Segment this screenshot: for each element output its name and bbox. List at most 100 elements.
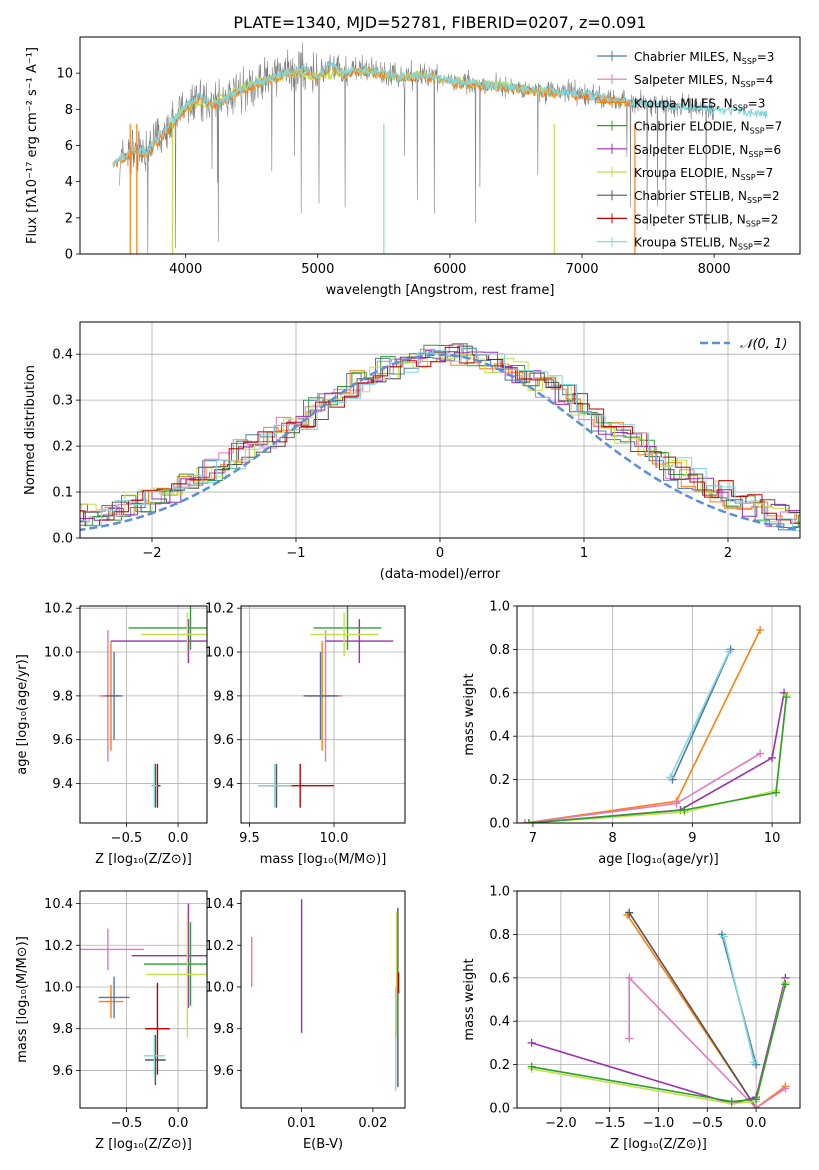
- weight-line-chabrier-elodie: [531, 984, 787, 1103]
- y-tick-label: 10.0: [44, 646, 73, 661]
- weight-marker: [520, 819, 529, 823]
- legend-entry: Kroupa STELIB, NSSP=2: [634, 236, 771, 252]
- weight-marker: [725, 647, 734, 656]
- axes-frame: [79, 321, 801, 539]
- x-tick-label: −2.0: [545, 1116, 577, 1131]
- x-tick-label: 8: [609, 831, 617, 846]
- x-tick-label: 5000: [301, 262, 334, 277]
- errorbar-point: [128, 606, 207, 650]
- weight-marker: [719, 932, 728, 941]
- y-axis-label: Flux [fλ10⁻¹⁷ erg cm⁻² s⁻¹ A⁻¹]: [25, 47, 40, 244]
- errorbar-point: [98, 984, 124, 1019]
- weight-line-kroupa-stelib: [723, 936, 755, 1063]
- legend-count: =6: [763, 143, 781, 157]
- y-tick-label: 0.6: [489, 686, 510, 701]
- x-tick-label: 7000: [565, 262, 598, 277]
- legend-subscript: SSP: [746, 219, 761, 228]
- y-tick-label: 0.2: [52, 440, 73, 455]
- weight-marker: [727, 1097, 736, 1106]
- x-tick-label: 0: [436, 546, 444, 561]
- panel-age-vs-mass: 9.5 10.0 9.4 9.6 9.8 10.0 10.2 mass [log₁₀(M/M⊙…: [205, 602, 406, 867]
- model-line-kroupa-miles: [112, 62, 635, 168]
- y-tick-label: 0.8: [489, 643, 510, 658]
- errorbar-point: [303, 652, 338, 740]
- axes-frame: [516, 605, 801, 824]
- x-tick-label: −0.5: [111, 831, 143, 846]
- y-tick-label: 9.8: [213, 1022, 234, 1037]
- weight-line-salpeter-miles: [628, 975, 786, 1108]
- errorbar-point: [146, 911, 207, 1038]
- x-tick-label: −1.5: [594, 1116, 626, 1131]
- weight-marker: [680, 805, 689, 814]
- normal-curve: [80, 353, 800, 532]
- weight-line-kroupa-stelib: [669, 651, 730, 778]
- axes-frame: [516, 890, 801, 1109]
- y-tick-label: 10.2: [205, 602, 234, 617]
- y-tick-label: 10.2: [205, 939, 234, 954]
- y-tick-label: 9.6: [52, 1064, 73, 1079]
- histogram-kroupa-stelib: [80, 348, 800, 532]
- y-axis-label: mass [log₁₀(M/M⊙)]: [15, 936, 30, 1063]
- weight-marker: [666, 773, 675, 782]
- legend-count: =7: [765, 120, 783, 134]
- legend-count: =2: [761, 212, 779, 226]
- legend-entry: Chabrier MILES, NSSP=3: [634, 50, 774, 66]
- histogram-kroupa-miles: [80, 356, 800, 520]
- legend-subscript: SSP: [748, 150, 763, 159]
- weight-line-chabrier-stelib: [628, 912, 757, 1108]
- y-tick-label: 6: [65, 139, 73, 154]
- y-tick-label: 0.4: [52, 348, 73, 363]
- x-tick-label: −0.5: [111, 1116, 143, 1131]
- y-tick-label: 10: [56, 67, 73, 82]
- age-vs-mass-plot-area: [241, 606, 405, 823]
- errorbar-point: [144, 922, 207, 1006]
- legend-subscript: SSP: [741, 80, 756, 89]
- y-tick-label: 9.4: [52, 777, 73, 792]
- weight-vs-age-plot-area: [517, 606, 800, 823]
- histogram-salpeter-miles: [80, 344, 800, 527]
- x-axis-label: Z [log₁₀(Z/Z⊙)]: [95, 1137, 192, 1152]
- y-tick-label: 0.0: [489, 1102, 510, 1117]
- y-tick-label: 9.6: [213, 733, 234, 748]
- model-line-kroupa-stelib: [112, 61, 768, 169]
- x-tick-label: −1.0: [643, 1116, 675, 1131]
- x-axis-label: mass [log₁₀(M/M⊙)]: [260, 852, 387, 867]
- errorbar-point: [98, 976, 130, 1019]
- x-axis-label: wavelength [Angstrom, rest frame]: [326, 283, 555, 298]
- weight-marker: [625, 908, 634, 917]
- x-tick-label: 1: [580, 546, 588, 561]
- axes-frame: [79, 36, 801, 255]
- weight-marker: [750, 1058, 759, 1067]
- errorbar-point: [140, 612, 207, 657]
- weight-marker: [625, 973, 634, 982]
- x-axis-label: Z [log₁₀(Z/Z⊙)]: [95, 852, 192, 867]
- histogram-kroupa-elodie: [80, 352, 800, 517]
- weight-marker: [772, 788, 781, 797]
- errorbar-point: [257, 763, 292, 808]
- x-axis-label: age [log₁₀(age/yr)]: [598, 852, 719, 867]
- axes-frame: [79, 890, 208, 1109]
- errorbar-point: [151, 763, 158, 808]
- x-tick-label: 7: [529, 831, 537, 846]
- y-tick-label: 0.2: [489, 1058, 510, 1073]
- legend-subscript: SSP: [733, 103, 748, 112]
- x-tick-label: 0.02: [358, 1116, 387, 1131]
- x-tick-label: −0.5: [692, 1116, 724, 1131]
- x-axis-label: Z [log₁₀(Z/Z⊙)]: [610, 1137, 707, 1152]
- legend-entry: Chabrier STELIB, NSSP=2: [634, 189, 780, 205]
- legend-subscript: SSP: [738, 243, 753, 252]
- panel-spectrum: 4000 5000 6000 7000 8000 0 2 4 6 8 10 wavelength [A…: [25, 36, 801, 298]
- y-tick-label: 1.0: [489, 600, 510, 615]
- legend-count: =2: [762, 189, 780, 203]
- axes-frame: [79, 605, 208, 824]
- x-tick-label: 10.0: [320, 831, 349, 846]
- errorbar-point: [325, 619, 394, 663]
- spectrum-plot-area: [112, 42, 768, 254]
- weight-marker: [756, 749, 765, 758]
- x-tick-label: 9.5: [239, 831, 260, 846]
- errorbar-point: [131, 903, 207, 1008]
- y-tick-label: 10.0: [205, 980, 234, 995]
- x-tick-label: −1: [286, 546, 305, 561]
- errorbar-point: [145, 1034, 166, 1086]
- weight-vs-Z-plot-area: [517, 891, 800, 1108]
